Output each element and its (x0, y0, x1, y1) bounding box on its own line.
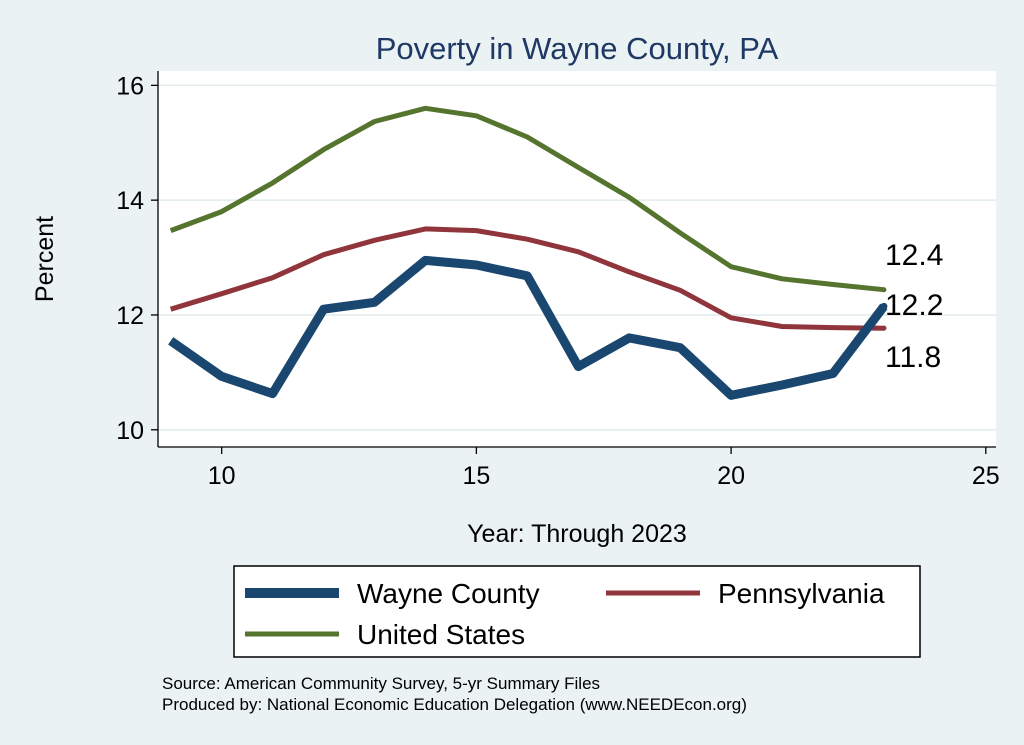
legend: Wayne County Pennsylvania United States (233, 565, 921, 658)
legend-label-pennsylvania: Pennsylvania (718, 578, 885, 609)
legend-box (233, 565, 921, 658)
end-label-pennsylvania: 11.8 (885, 341, 941, 374)
x-tick-label-25: 25 (972, 462, 1000, 490)
end-labels: 12.2 11.8 12.4 (885, 239, 943, 374)
end-label-wayne-county: 12.2 (885, 289, 943, 322)
series-line-wayne-county (168, 255, 888, 400)
y-tick-label-12: 12 (116, 302, 144, 330)
series-lines (168, 105, 888, 400)
series-line-pennsylvania (169, 226, 884, 331)
y-tick-label-16: 16 (116, 72, 144, 100)
series-end-point-pennsylvania (881, 325, 887, 331)
series-end-point-wayne-county (880, 302, 888, 310)
legend-label-wayne-county: Wayne County (357, 578, 540, 609)
x-tick-label-10: 10 (208, 462, 236, 490)
chart-title: Poverty in Wayne County, PA (376, 31, 779, 66)
x-axis-ticks: 10 15 20 25 (208, 447, 1000, 490)
series-end-point-united-states (881, 287, 887, 293)
grid-lines (158, 84, 996, 431)
x-tick-label-20: 20 (717, 462, 745, 490)
x-tick-label-15: 15 (462, 462, 490, 490)
producer-note: Produced by: National Economic Education… (162, 695, 747, 714)
y-axis-ticks: 10 12 14 16 (116, 72, 158, 445)
plot-area (158, 71, 996, 447)
y-tick-label-10: 10 (116, 417, 144, 445)
x-axis-title: Year: Through 2023 (467, 520, 687, 548)
y-axis-title: Percent (31, 216, 59, 302)
end-label-united-states: 12.4 (885, 239, 943, 272)
legend-label-united-states: United States (357, 619, 525, 650)
y-tick-label-14: 14 (116, 187, 144, 215)
series-line-united-states (169, 105, 885, 293)
source-note: Source: American Community Survey, 5-yr … (162, 674, 600, 693)
